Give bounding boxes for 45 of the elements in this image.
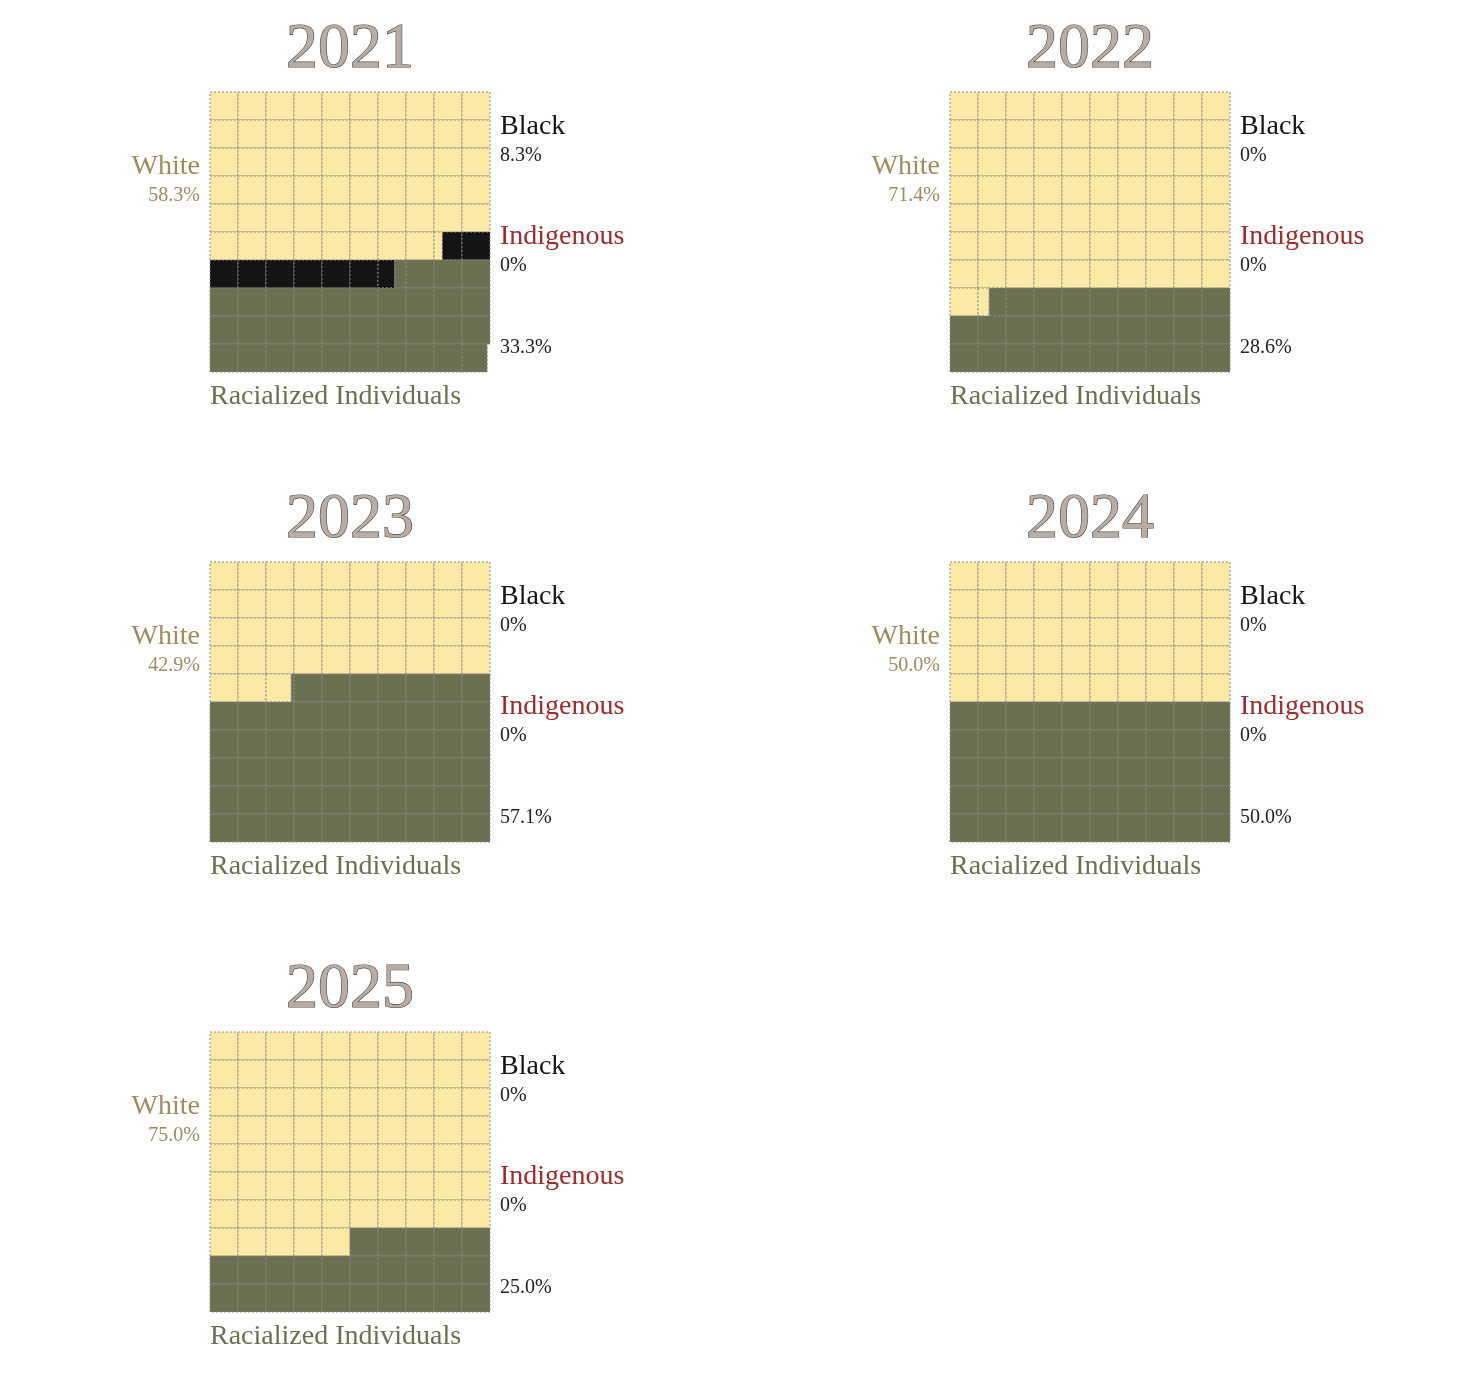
category-label: White	[871, 618, 941, 650]
category-label: Black	[500, 1048, 566, 1080]
text: 2024	[1026, 479, 1154, 551]
data-label: 0%	[500, 253, 527, 275]
category-label: White	[131, 618, 201, 650]
data-label: 57.1%	[500, 805, 552, 827]
data-label: 0%	[1240, 613, 1267, 635]
data-label: 33.3%	[500, 335, 552, 357]
data-label: 71.4%	[888, 183, 941, 205]
category-label: Indigenous	[1240, 688, 1365, 720]
data-label: 0%	[1240, 253, 1267, 275]
text: 2023	[286, 479, 414, 551]
category-label: White	[131, 148, 201, 180]
category-label: Indigenous	[1240, 218, 1365, 250]
text: 2022	[1026, 9, 1154, 81]
category-label: Black	[1240, 578, 1306, 610]
category-label: Racialized Individuals	[210, 848, 462, 880]
category-label: Indigenous	[500, 1158, 625, 1190]
data-label: 0%	[1240, 143, 1267, 165]
category-label: Black	[500, 108, 566, 140]
text: 2021	[286, 9, 414, 81]
data-label: 28.6%	[1240, 335, 1292, 357]
category-label: Indigenous	[500, 688, 625, 720]
data-label: 50.0%	[1240, 805, 1292, 827]
category-label: Indigenous	[500, 218, 625, 250]
data-label: 58.3%	[148, 183, 201, 205]
text: 2025	[286, 949, 414, 1021]
category-label: Black	[500, 578, 566, 610]
data-label: 0%	[500, 1193, 527, 1215]
category-label: Racialized Individuals	[210, 378, 462, 410]
data-label: 42.9%	[148, 653, 201, 675]
data-label: 8.3%	[500, 143, 542, 165]
data-label: 0%	[500, 1083, 527, 1105]
data-label: 25.0%	[500, 1275, 552, 1297]
category-label: Racialized Individuals	[950, 848, 1202, 880]
data-label: 0%	[1240, 723, 1267, 745]
category-label: Black	[1240, 108, 1306, 140]
data-label: 75.0%	[148, 1123, 201, 1145]
data-label: 0%	[500, 723, 527, 745]
category-label: White	[131, 1088, 201, 1120]
data-label: 50.0%	[888, 653, 941, 675]
category-label: White	[871, 148, 941, 180]
category-label: Racialized Individuals	[210, 1318, 462, 1350]
data-label: 0%	[500, 613, 527, 635]
category-label: Racialized Individuals	[950, 378, 1202, 410]
